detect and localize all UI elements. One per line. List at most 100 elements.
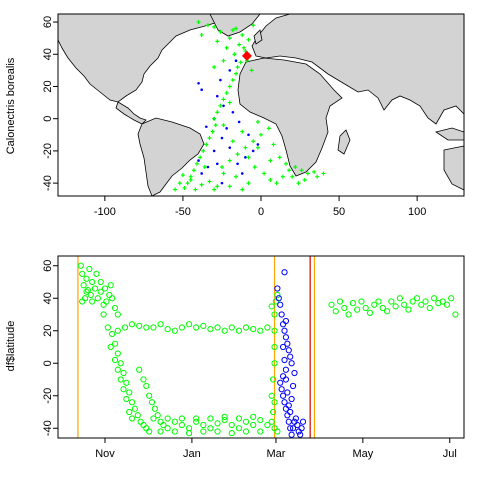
latitude-point-green <box>221 327 228 334</box>
latitude-point-green <box>271 360 278 367</box>
latitude-x-tick-label: Jan <box>183 448 201 460</box>
latitude-point-green <box>328 301 335 308</box>
map-point-blue <box>231 110 235 114</box>
map-point-green <box>240 187 245 192</box>
latitude-point-blue <box>278 386 285 393</box>
map-point-green <box>219 165 224 170</box>
map-point-green <box>234 71 239 76</box>
latitude-point-green <box>140 376 147 383</box>
latitude-point-green <box>111 304 119 312</box>
latitude-point-green <box>405 306 412 313</box>
map-point-green <box>204 142 209 147</box>
latitude-point-green <box>200 322 207 329</box>
map-point-blue <box>237 120 241 124</box>
map-point-blue <box>220 181 224 185</box>
latitude-point-green <box>193 324 200 331</box>
latitude-point-green <box>228 430 235 437</box>
latitude-y-tick-label: -20 <box>42 388 54 404</box>
latitude-point-green <box>418 301 425 308</box>
latitude-point-green <box>128 321 136 328</box>
map-point-green <box>249 68 254 73</box>
map-point-blue <box>200 172 203 175</box>
green-latitude-points <box>77 262 459 437</box>
latitude-point-green <box>97 288 104 295</box>
latitude-point-green <box>271 327 278 334</box>
latitude-point-blue <box>275 295 282 302</box>
map-point-green <box>227 158 232 163</box>
latitude-point-green <box>83 288 90 295</box>
map-point-green <box>210 129 215 134</box>
map-point-green <box>221 97 226 102</box>
map-point-green <box>238 60 243 65</box>
map-point-blue <box>197 159 200 162</box>
latitude-point-green <box>93 270 100 277</box>
latitude-point-green <box>164 415 171 422</box>
latitude-point-green <box>250 413 257 420</box>
map-point-green <box>240 32 245 37</box>
latitude-point-blue <box>282 376 290 383</box>
latitude-point-blue <box>288 360 295 367</box>
map-point-green <box>246 37 251 42</box>
latitude-point-green <box>107 282 114 289</box>
latitude-y-tick-label: -40 <box>42 420 54 436</box>
latitude-point-green <box>157 321 164 328</box>
map-point-blue <box>228 146 232 149</box>
map-point-green <box>241 45 246 50</box>
latitude-point-green <box>257 417 264 424</box>
map-point-green <box>227 36 232 41</box>
latitude-x-tick-label: Jul <box>443 448 457 460</box>
latitude-point-green <box>178 421 186 429</box>
latitude-point-green <box>221 417 228 424</box>
latitude-point-green <box>89 298 96 305</box>
latitude-point-green <box>91 285 99 292</box>
latitude-point-green <box>83 275 90 282</box>
latitude-point-blue <box>281 356 288 364</box>
latitude-frame <box>57 255 465 439</box>
latitude-point-green <box>448 295 455 302</box>
map-y-tick-label: 40 <box>42 48 54 60</box>
latitude-point-green <box>143 324 150 331</box>
latitude-point-green <box>171 418 178 425</box>
map-point-blue <box>215 94 219 98</box>
latitude-point-green <box>221 413 228 420</box>
map-x-axis: -100 -50 0 50 100 <box>94 196 426 218</box>
map-point-green <box>227 84 232 89</box>
latitude-point-green <box>214 324 221 331</box>
map-point-green <box>182 185 187 190</box>
map-point-blue <box>205 125 208 129</box>
map-point-green <box>280 174 285 179</box>
map-point-green <box>266 126 271 131</box>
latitude-point-green <box>114 366 121 373</box>
map-x-tick-label: 100 <box>408 206 426 218</box>
latitude-point-blue <box>277 379 284 386</box>
map-point-blue <box>219 78 222 82</box>
map-point-blue <box>197 81 200 85</box>
map-point-green <box>188 177 193 182</box>
map-panel: -100 -50 0 50 100 -40 -20 0 20 40 60 Calonectris … <box>5 13 465 218</box>
uk-land <box>253 29 263 45</box>
latitude-point-green <box>354 306 361 313</box>
map-point-green <box>215 39 220 44</box>
latitude-point-green <box>257 327 264 334</box>
latitude-point-green <box>274 428 281 435</box>
latitude-y-tick-label: 20 <box>42 325 54 337</box>
latitude-point-blue <box>274 285 281 292</box>
reference-lines <box>77 256 316 438</box>
latitude-point-blue <box>285 347 292 354</box>
latitude-point-green <box>268 303 275 310</box>
map-point-green <box>193 187 198 192</box>
map-point-green <box>290 174 295 179</box>
latitude-point-green <box>193 418 200 425</box>
map-x-tick-label: 50 <box>333 206 345 218</box>
latitude-point-blue <box>289 382 297 390</box>
map-point-blue <box>222 104 225 108</box>
map-x-tick-label: -50 <box>175 206 191 218</box>
latitude-point-green <box>396 295 403 302</box>
latitude-point-green <box>375 298 382 305</box>
latitude-point-green <box>200 421 207 429</box>
latitude-point-green <box>264 324 271 331</box>
latitude-point-green <box>271 311 278 318</box>
latitude-y-tick-label: 60 <box>42 260 54 272</box>
latitude-point-green <box>242 418 250 425</box>
